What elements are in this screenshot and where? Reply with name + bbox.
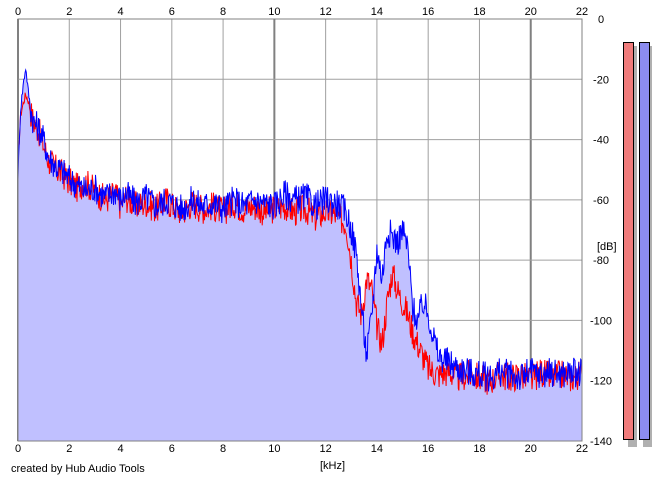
x-tick-label-top: 16 [422,6,434,18]
x-tick-label-top: 6 [169,6,175,18]
x-tick-label-top: 22 [576,6,588,18]
y-tick-labels: 0 -20 -40 -60 -80 -100 -120 -140 [590,14,612,448]
level-meter-right [639,42,650,440]
x-tick-label: 16 [422,443,434,455]
x-tick-label: 14 [371,443,383,455]
x-tick-label-top: 0 [15,6,21,18]
x-tick-label: 2 [66,443,72,455]
x-tick-label-top: 12 [320,6,332,18]
x-tick-label-top: 8 [220,6,226,18]
x-tick-label: 8 [220,443,226,455]
y-tick-label: -140 [590,436,612,448]
x-tick-label-top: 10 [268,6,280,18]
y-tick-label: -80 [593,255,609,267]
y-tick-label: -60 [593,195,609,207]
x-tick-label-top: 18 [473,6,485,18]
y-tick-label: -120 [590,376,612,388]
x-tick-label: 10 [268,443,280,455]
y-axis-label: [dB] [597,241,617,253]
x-tick-label-top: 2 [66,6,72,18]
x-tick-label-top: 20 [525,6,537,18]
plot-frame [17,18,583,442]
y-tick-label: -40 [593,135,609,147]
x-tick-labels-bottom: 0 2 4 6 8 10 12 14 16 18 20 22 [15,443,588,455]
x-tick-label-top: 14 [371,6,383,18]
x-tick-label: 22 [576,443,588,455]
x-axis-label: [kHz] [320,460,345,472]
y-tick-label: 0 [598,14,604,26]
y-tick-label: -100 [590,315,612,327]
level-meter-left [623,42,634,440]
x-tick-label: 0 [15,443,21,455]
x-tick-label: 18 [473,443,485,455]
x-tick-label-top: 4 [117,6,123,18]
x-tick-labels-top: 0 2 4 6 8 10 12 14 16 18 20 22 [15,6,588,18]
x-tick-label: 6 [169,443,175,455]
x-tick-label: 20 [525,443,537,455]
y-tick-label: -20 [593,74,609,86]
x-tick-label: 12 [320,443,332,455]
spectrum-fill-area [18,70,582,441]
x-tick-label: 4 [117,443,123,455]
series-line-right-channel [17,68,583,392]
credit-text: created by Hub Audio Tools [11,463,145,475]
series-layer [17,18,583,442]
